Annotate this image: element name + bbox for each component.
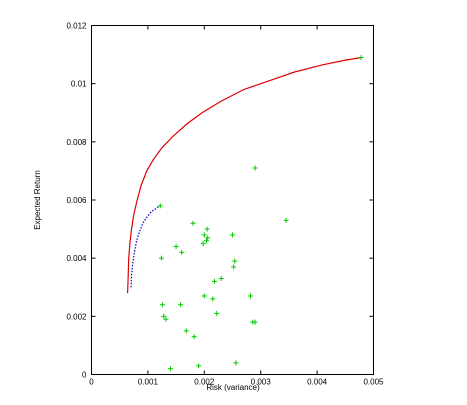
x-tick-label: 0.002 <box>194 378 215 387</box>
scatter-point <box>157 203 163 209</box>
x-axis-label: Risk (variance) <box>206 383 260 392</box>
scatter-point <box>204 226 210 232</box>
scatter-point <box>205 235 211 241</box>
scatter-point <box>183 328 189 334</box>
y-tick-label: 0.012 <box>66 22 87 31</box>
y-tick-label: 0.002 <box>66 312 87 321</box>
x-axis-ticks: 0 0.001 0.002 0.003 0.004 0.005 <box>89 25 384 387</box>
scatter-point <box>214 310 220 316</box>
scatter-point <box>233 360 239 366</box>
scatter-point <box>173 244 179 250</box>
scatter-point <box>252 319 258 325</box>
scatter-point <box>211 278 217 284</box>
scatter-point <box>201 232 207 238</box>
scatter-point <box>358 54 364 60</box>
scatter-point <box>200 241 206 247</box>
x-tick-label: 0.003 <box>251 378 272 387</box>
scatter-point <box>231 264 237 270</box>
scatter-point <box>232 258 238 264</box>
y-axis-ticks: 0 0.002 0.004 0.006 0.008 0.01 0.012 <box>66 22 374 380</box>
x-tick-label: 0.004 <box>307 378 328 387</box>
scatter-point <box>201 293 207 299</box>
series-layer <box>127 54 364 372</box>
scatter-point <box>179 249 185 255</box>
plot-frame <box>91 25 374 375</box>
scatter-point <box>218 276 224 282</box>
scatter-point <box>230 232 235 238</box>
scatter-point <box>178 302 184 308</box>
y-axis-label: Expected Return <box>33 170 42 230</box>
y-tick-label: 0.006 <box>66 196 87 205</box>
efficient-frontier-line <box>127 56 362 294</box>
scatter-point <box>163 316 169 322</box>
scatter-point <box>196 363 202 369</box>
scatter-point <box>283 217 289 223</box>
x-tick-label: 0.001 <box>138 378 159 387</box>
scatter-point <box>252 165 258 171</box>
y-tick-label: 0 <box>82 371 87 380</box>
dotted-frontier-line <box>130 205 161 288</box>
scatter-point <box>248 293 254 299</box>
y-tick-label: 0.01 <box>71 80 87 89</box>
scatter-point <box>190 220 196 226</box>
scatter-point <box>167 366 173 372</box>
x-tick-label: 0.005 <box>363 378 384 387</box>
scatter-point <box>210 296 216 302</box>
x-tick-label: 0 <box>89 378 94 387</box>
y-tick-label: 0.004 <box>66 254 87 263</box>
scatter-point <box>191 334 197 340</box>
y-tick-label: 0.008 <box>66 138 87 147</box>
scatter-point <box>204 238 210 244</box>
scatter-point <box>158 255 164 261</box>
scatter-point <box>160 302 166 308</box>
scatter-point <box>161 313 167 319</box>
